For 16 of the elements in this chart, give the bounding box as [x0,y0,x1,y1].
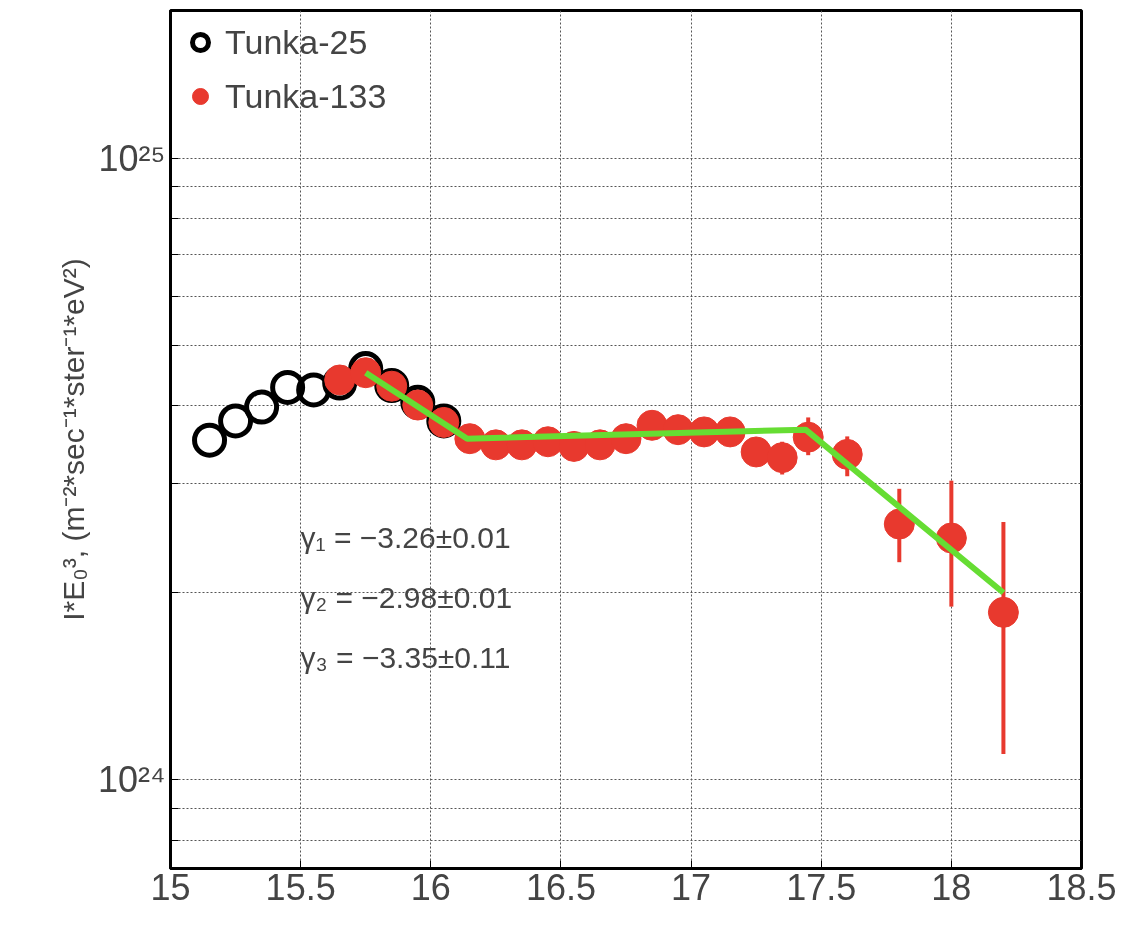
x-tick-label: 17.5 [786,866,857,908]
x-tick-label: 18.5 [1046,866,1117,908]
annotation: γ₂ = −2.98±0.01 [300,580,513,614]
x-tick-label: 17 [671,866,712,908]
legend-label: Tunka-25 [225,21,369,63]
annotation: γ₁ = −3.26±0.01 [300,520,511,554]
x-tick-label: 15.5 [265,866,336,908]
x-tick-label: 16 [410,866,451,908]
x-tick-label: 16.5 [525,866,596,908]
x-tick-label: 15 [150,866,191,908]
x-tick-label: 18 [931,866,972,908]
annotation: γ₃ = −3.35±0.11 [300,640,511,674]
legend-label: Tunka-133 [225,75,388,117]
y-tick-label: 10²⁵ [98,137,166,179]
y-axis-title: I*E₀³, (m⁻²*sec⁻¹*ster⁻¹*eV²) [57,258,90,621]
y-tick-label: 10²⁴ [98,759,166,801]
